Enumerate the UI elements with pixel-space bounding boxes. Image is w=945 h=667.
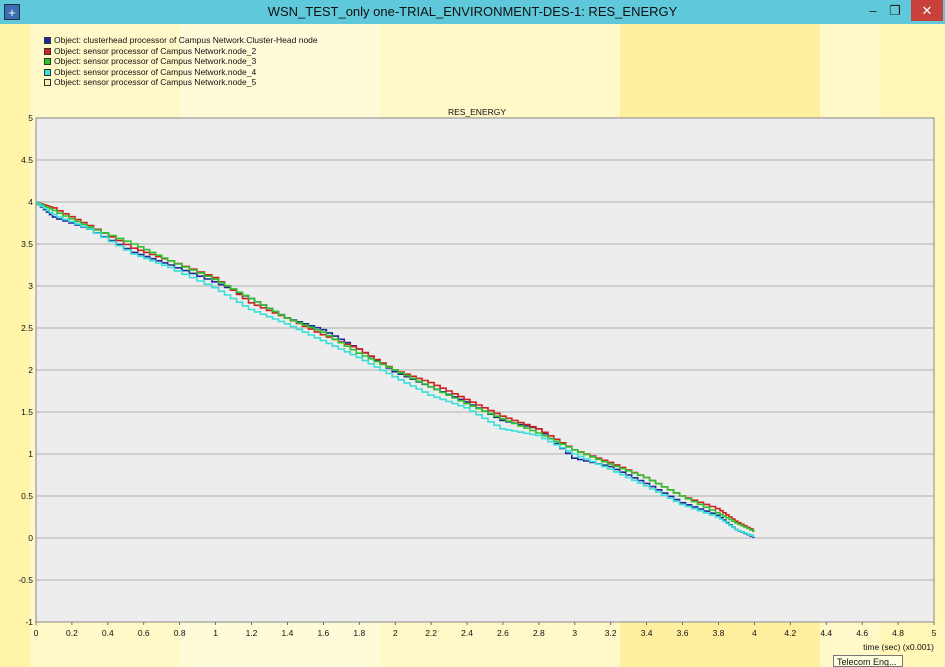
x-tick-label: 2.6 (497, 628, 509, 638)
y-tick-label: 1 (28, 449, 33, 459)
y-tick-label: 4.5 (21, 155, 33, 165)
plus-window-icon[interactable]: + (4, 4, 20, 20)
title-bar: + WSN_TEST_only one-TRIAL_ENVIRONMENT-DE… (0, 0, 945, 24)
x-tick-label: 3.4 (641, 628, 653, 638)
x-tick-label: 1.6 (317, 628, 329, 638)
minimize-button[interactable]: – (869, 3, 877, 18)
legend-swatch-icon (44, 47, 51, 55)
x-tick-label: 4.2 (784, 628, 796, 638)
x-tick-label: 1.4 (282, 628, 294, 638)
x-tick-label: 2.4 (461, 628, 473, 638)
x-tick-label: 3.8 (713, 628, 725, 638)
x-axis-label: time (sec) (x0.001) (863, 642, 934, 652)
series-line-4 (36, 201, 755, 538)
y-tick-label: 0.5 (21, 491, 33, 501)
legend-item: Object: sensor processor of Campus Netwo… (44, 46, 318, 57)
legend-label: Object: sensor processor of Campus Netwo… (54, 45, 257, 56)
x-tick-label: 0.8 (174, 628, 186, 638)
legend-item: Object: clusterhead processor of Campus … (44, 35, 318, 46)
y-tick-label: 2.5 (21, 323, 33, 333)
y-tick-label: 2 (28, 365, 33, 375)
x-tick-label: 0.4 (102, 628, 114, 638)
legend: Object: clusterhead processor of Campus … (44, 35, 318, 88)
x-tick-label: 1 (213, 628, 218, 638)
x-tick-label: 2.8 (533, 628, 545, 638)
y-tick-label: -0.5 (18, 575, 33, 585)
tooltip: Telecom Eng... (833, 655, 903, 667)
x-tick-label: 2.2 (425, 628, 437, 638)
legend-label: Object: sensor processor of Campus Netwo… (54, 56, 257, 67)
x-tick-label: 4 (752, 628, 757, 638)
y-tick-label: 1.5 (21, 407, 33, 417)
y-tick-label: 4 (28, 197, 33, 207)
y-tick-label: 3.5 (21, 239, 33, 249)
legend-swatch-icon (44, 68, 51, 76)
restore-button[interactable]: ❐ (889, 3, 901, 18)
series-line-3 (36, 201, 755, 533)
legend-label: Object: sensor processor of Campus Netwo… (54, 66, 257, 77)
y-tick-label: 5 (28, 113, 33, 123)
x-tick-label: 4.6 (856, 628, 868, 638)
x-tick-label: 1.8 (353, 628, 365, 638)
x-tick-label: 4.8 (892, 628, 904, 638)
x-tick-label: 3.6 (677, 628, 689, 638)
chart-title: RES_ENERGY (448, 107, 506, 117)
legend-label: Object: sensor processor of Campus Netwo… (54, 77, 257, 88)
legend-label: Object: clusterhead processor of Campus … (54, 35, 318, 45)
window-title: WSN_TEST_only one-TRIAL_ENVIRONMENT-DES-… (267, 4, 678, 19)
legend-item: Object: sensor processor of Campus Netwo… (44, 56, 318, 67)
legend-item: Object: sensor processor of Campus Netwo… (44, 77, 318, 88)
legend-item: Object: sensor processor of Campus Netwo… (44, 67, 318, 78)
legend-swatch-icon (44, 58, 51, 66)
y-tick-label: -1 (25, 617, 33, 627)
x-tick-label: 4.4 (820, 628, 832, 638)
x-tick-label: 5 (932, 628, 937, 638)
series-line-1 (36, 201, 755, 538)
y-tick-label: 3 (28, 281, 33, 291)
y-tick-label: 0 (28, 533, 33, 543)
x-tick-label: 2 (393, 628, 398, 638)
x-tick-label: 3.2 (605, 628, 617, 638)
legend-swatch-icon (44, 79, 51, 87)
x-tick-label: 0 (34, 628, 39, 638)
close-button[interactable]: ✕ (911, 0, 943, 21)
background-band (0, 24, 30, 667)
x-tick-label: 1.2 (246, 628, 258, 638)
legend-swatch-icon (44, 37, 51, 44)
x-tick-label: 0.2 (66, 628, 78, 638)
x-tick-label: 0.6 (138, 628, 150, 638)
x-tick-label: 3 (572, 628, 577, 638)
